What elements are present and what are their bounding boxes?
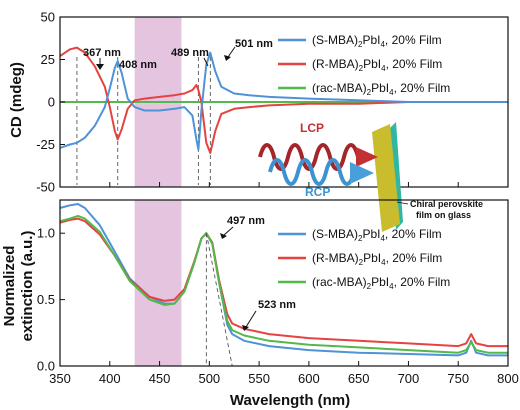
perovskite-film — [372, 124, 400, 232]
x-tick-label: 750 — [447, 371, 469, 386]
cd-guide-lines — [76, 57, 211, 185]
annotation-523-arrowhead — [242, 325, 249, 331]
extinction-series — [59, 203, 508, 357]
x-tick-label: 650 — [348, 371, 370, 386]
film-label-line1: Chiral perovskite — [410, 199, 483, 209]
annotation-523: 523 nm — [258, 299, 296, 311]
series-line-s-mba — [59, 51, 508, 151]
film-label-line2: film on glass — [416, 210, 471, 220]
annotation-523-arrow — [245, 310, 257, 328]
extinction-legend: (S-MBA)2PbI4, 20% Film (R-MBA)2PbI4, 20% … — [278, 227, 450, 291]
series-line-rac-mba — [59, 214, 508, 354]
extinction-y-ticks: 0.0 0.5 1.0 — [37, 226, 65, 374]
y-tick-label: 1.0 — [37, 226, 55, 241]
annotation-497-arrow — [223, 226, 234, 236]
y-tick-label: 50 — [41, 10, 55, 25]
cd-legend: (S-MBA)2PbI4, 20% Film (R-MBA)2PbI4, 20% … — [278, 33, 450, 97]
annotation-367-arrowhead — [96, 64, 104, 70]
rcp-label: RCP — [305, 185, 330, 199]
annotation-489: 489 nm — [171, 47, 209, 59]
x-tick-label: 350 — [49, 371, 71, 386]
legend-label: (rac-MBA)2PbI4, 20% Film — [312, 275, 450, 291]
extinction-panel: 0.0 0.5 1.0 350 400 450 500 550 600 650 700 750 800… — [1, 199, 519, 409]
x-tick-label: 550 — [248, 371, 270, 386]
annotation-497-arrowhead — [220, 233, 227, 239]
annotation-501-arrow — [227, 46, 236, 58]
y-tick-label: -50 — [36, 180, 55, 195]
highlight-band-bottom — [134, 200, 182, 366]
lcp-arrowhead — [356, 147, 378, 167]
extinction-guide-lines — [205, 233, 233, 367]
extinction-y-label-line1: Normalized — [1, 246, 18, 327]
annotation-501: 501 nm — [235, 38, 273, 50]
polarization-inset: LCP RCP Chiral perovskite film on glass — [258, 121, 483, 232]
annotation-489-arrow — [203, 57, 209, 67]
y-tick-label: -25 — [36, 137, 55, 152]
x-tick-label: 700 — [398, 371, 420, 386]
annotation-367: 367 nm — [83, 47, 121, 59]
y-tick-label: 0.0 — [37, 359, 55, 374]
y-tick-label: 0.5 — [37, 292, 55, 307]
x-tick-label: 800 — [497, 371, 519, 386]
x-tick-label: 450 — [149, 371, 171, 386]
legend-label: (R-MBA)2PbI4, 20% Film — [312, 251, 442, 267]
x-axis-label: Wavelength (nm) — [230, 392, 350, 409]
y-tick-label: 0 — [48, 95, 55, 110]
legend-label: (rac-MBA)2PbI4, 20% Film — [312, 81, 450, 97]
extinction-plot-frame — [59, 199, 509, 367]
annotation-501-arrowhead — [224, 55, 231, 61]
x-tick-label: 600 — [298, 371, 320, 386]
film-label-pointer — [396, 201, 409, 205]
y-tick-label: 25 — [41, 52, 55, 67]
cd-x-ticks — [59, 182, 509, 187]
rcp-arrowhead — [350, 162, 374, 184]
extinction-y-label-line2: extinction (a.u.) — [19, 231, 36, 342]
lcp-label: LCP — [300, 121, 324, 135]
rcp-wave-icon — [268, 158, 356, 186]
cd-y-axis-label: CD (mdeg) — [8, 62, 25, 138]
legend-label: (S-MBA)2PbI4, 20% Film — [312, 227, 442, 243]
x-tick-label: 500 — [198, 371, 220, 386]
legend-label: (S-MBA)2PbI4, 20% Film — [312, 33, 442, 49]
extinction-peak-annotations: 497 nm 523 nm — [220, 215, 296, 331]
series-line-r-mba — [59, 46, 508, 154]
legend-label: (R-MBA)2PbI4, 20% Film — [312, 57, 442, 73]
extinction-x-ticks: 350 400 450 500 550 600 650 700 750 800 — [49, 361, 519, 386]
x-tick-label: 400 — [99, 371, 121, 386]
annotation-497: 497 nm — [227, 215, 265, 227]
cd-peak-annotations: 367 nm 408 nm 489 nm 501 nm — [83, 38, 273, 71]
cd-series — [59, 46, 508, 154]
guide-line-523 — [205, 233, 233, 367]
cd-plot-frame — [59, 16, 509, 188]
annotation-408: 408 nm — [119, 59, 157, 71]
